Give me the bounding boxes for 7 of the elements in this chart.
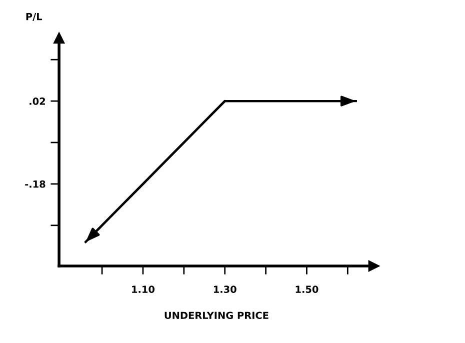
y-tick-label: .02 [30, 98, 46, 105]
x-tick-label: 1.50 [296, 286, 318, 293]
y-axis-title: P/L [26, 13, 42, 21]
y-tick-label: -.18 [25, 180, 46, 188]
x-tick-label: 1.10 [132, 286, 155, 293]
x-tick-label: 1.30 [214, 286, 236, 293]
x-axis-title: UNDERLYING PRICE [164, 312, 268, 320]
